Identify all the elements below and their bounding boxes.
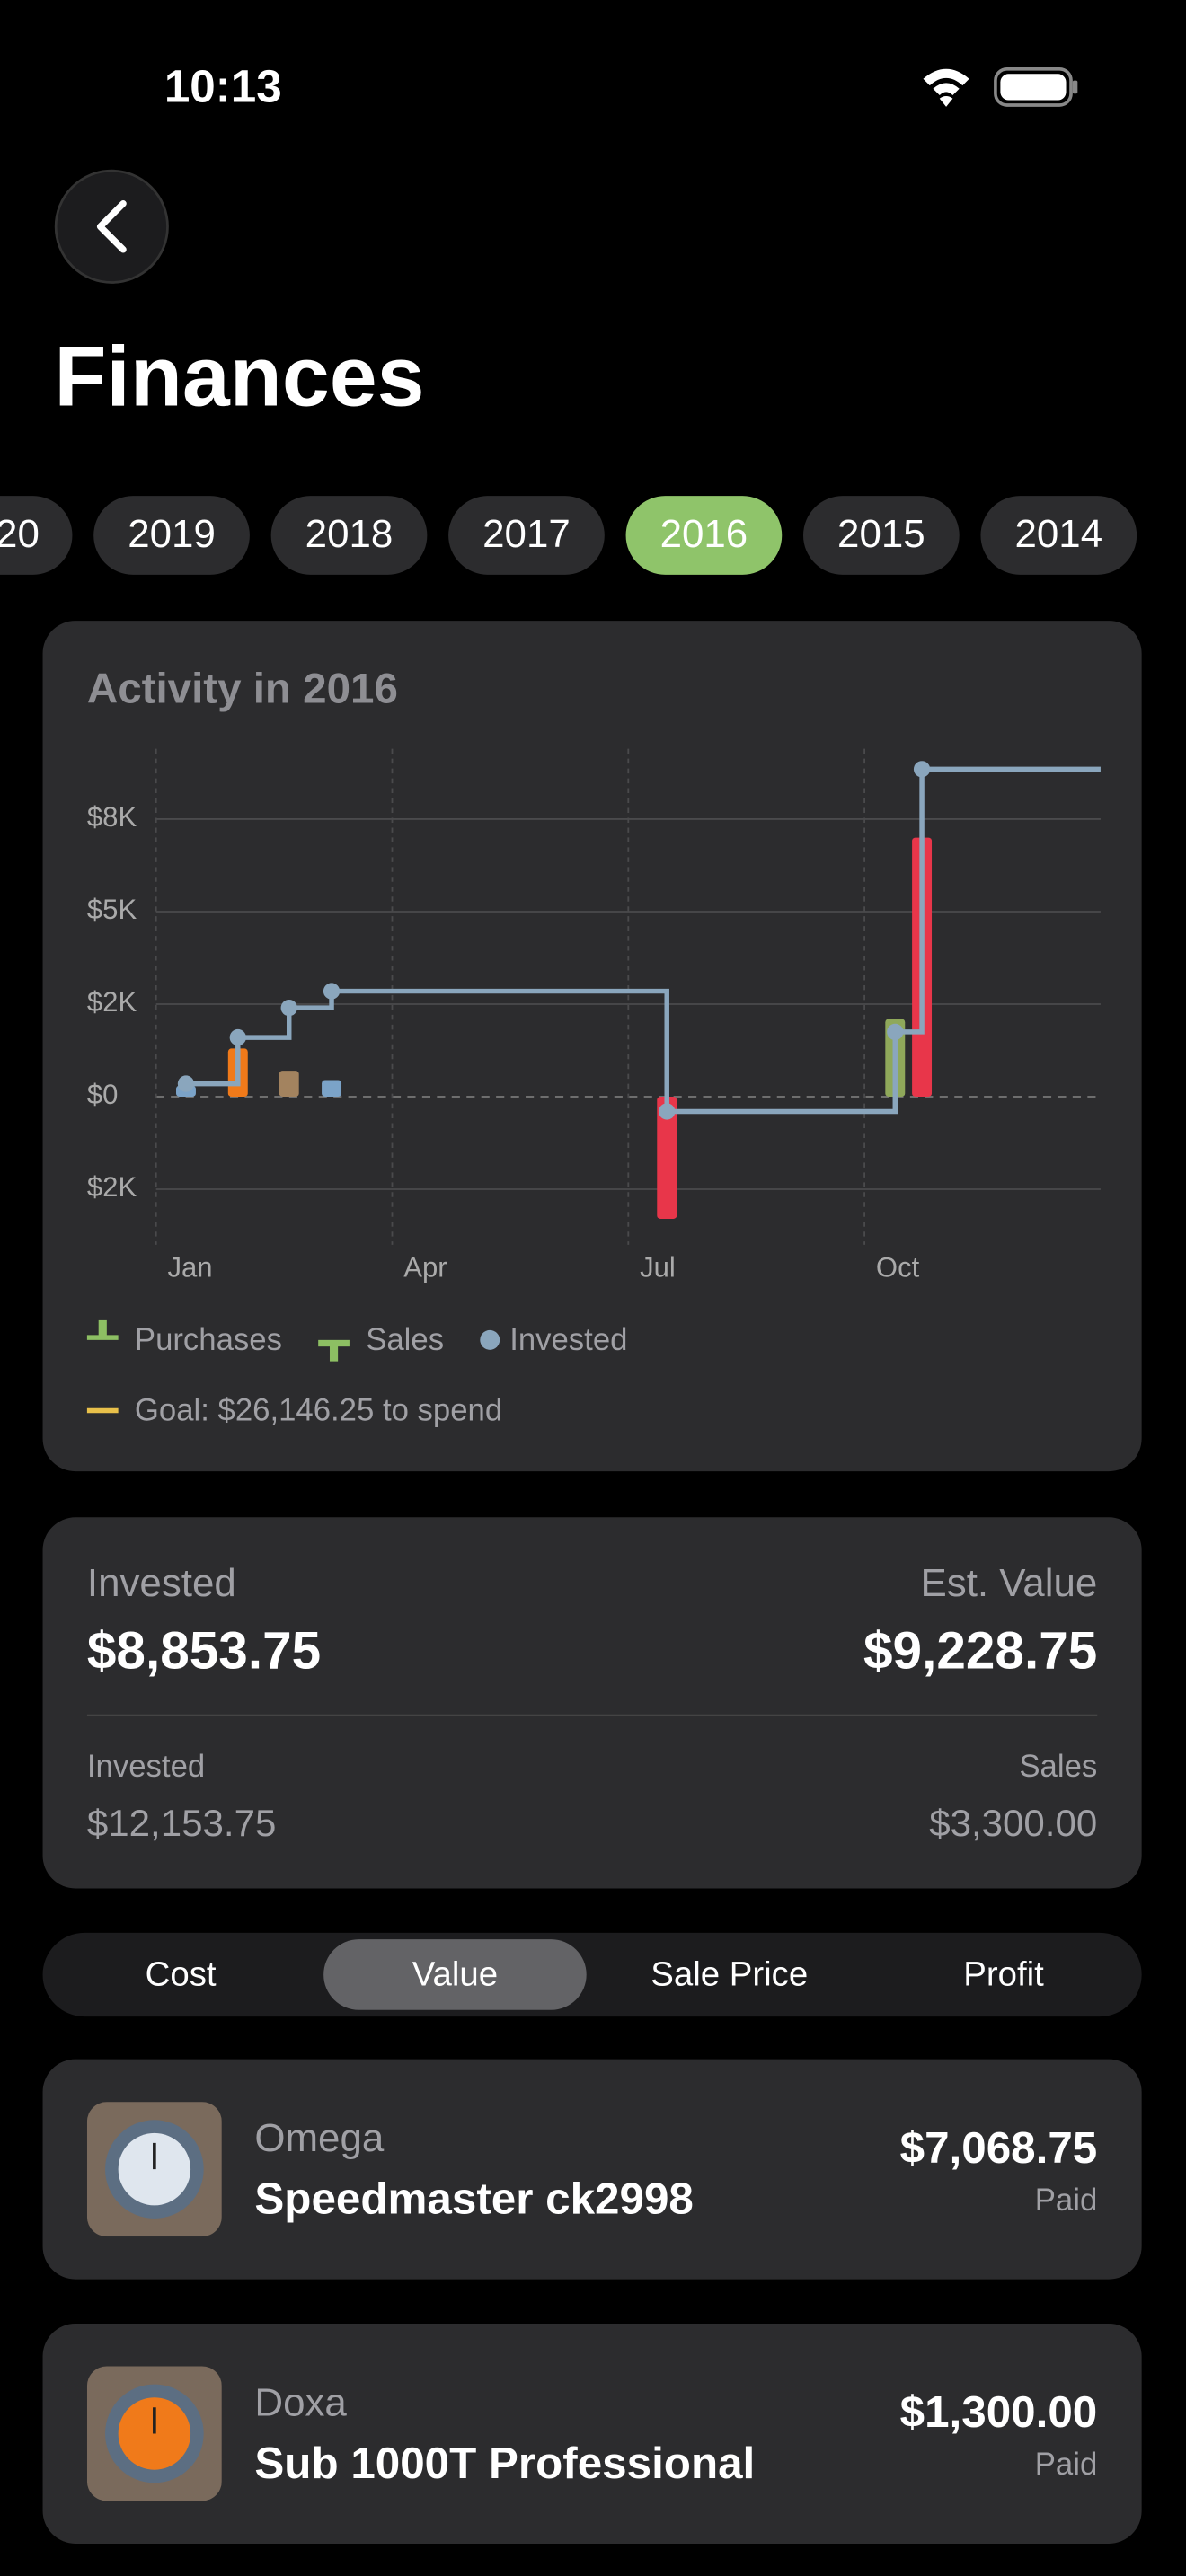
- bar: [657, 1096, 677, 1219]
- point: [323, 983, 341, 1000]
- legend-swatch: [329, 1345, 339, 1362]
- legend-label: Invested: [509, 1323, 627, 1357]
- legend-swatch: [86, 1335, 119, 1340]
- summary-label: Est. Value: [920, 1561, 1098, 1607]
- legend-label: Goal: $26,146.25 to spend: [135, 1393, 502, 1427]
- item-price: $7,068.75: [899, 2122, 1098, 2173]
- status-icons: [923, 66, 1078, 107]
- year-tab[interactable]: 2015: [803, 496, 960, 575]
- legend-item: Sales: [318, 1323, 444, 1362]
- y-tick-label: $0: [87, 1079, 119, 1110]
- item-card[interactable]: Doxa Sub 1000T Professional $1,300.00 Paid: [42, 2323, 1142, 2544]
- year-tab[interactable]: 2016: [625, 496, 783, 575]
- bar: [279, 1071, 299, 1097]
- x-tick-label: Jan: [167, 1251, 212, 1283]
- x-tick-label: Oct: [876, 1251, 920, 1283]
- summary-value: $3,300.00: [929, 1801, 1098, 1845]
- segment[interactable]: Profit: [963, 1954, 1044, 1993]
- year-tab[interactable]: 2018: [270, 496, 428, 575]
- point: [913, 761, 931, 778]
- year-tab[interactable]: 2014: [980, 496, 1137, 575]
- summary-card: Invested $8,853.75 Est. Value $9,228.75 …: [42, 1517, 1142, 1889]
- year-tab[interactable]: 20: [0, 496, 73, 575]
- chart-card: [42, 621, 1142, 1472]
- y-tick-label: $2K: [87, 986, 137, 1018]
- item-image: [86, 2102, 222, 2237]
- divider: [86, 1714, 1098, 1716]
- legend-label: Sales: [366, 1323, 444, 1357]
- item-price: $1,300.00: [899, 2387, 1098, 2438]
- y-tick-label: $2K: [87, 1171, 137, 1203]
- legend-swatch: [480, 1329, 500, 1350]
- x-tick-label: Apr: [403, 1251, 447, 1283]
- y-tick-label: $8K: [87, 801, 137, 833]
- chart: Activity in 2016 $8K $5K $2K $0 $2K Jan Apr Jul…: [86, 665, 1101, 1427]
- back-button[interactable]: [54, 169, 173, 287]
- segment[interactable]: Cost: [145, 1954, 217, 1993]
- y-tick-label: $5K: [87, 894, 137, 925]
- item-status: Paid: [1034, 2448, 1098, 2483]
- summary-label: Sales: [1019, 1750, 1098, 1786]
- summary-value: $9,228.75: [863, 1620, 1098, 1681]
- step-line: [185, 766, 1101, 1115]
- segment[interactable]: Sale Price: [651, 1954, 809, 1993]
- point: [229, 1028, 246, 1046]
- year-tabs: 20 2019 2018 2017 2016 2015 2014: [0, 496, 1137, 575]
- status-time: 10:13: [164, 60, 282, 112]
- item-model: Sub 1000T Professional: [254, 2438, 756, 2488]
- chart-title: Activity in 2016: [87, 665, 398, 712]
- point: [280, 999, 297, 1017]
- point: [887, 1023, 904, 1041]
- point: [177, 1075, 195, 1092]
- point: [659, 1103, 676, 1120]
- summary-value: $12,153.75: [86, 1801, 277, 1845]
- legend-item: Purchases: [86, 1319, 282, 1357]
- year-tab[interactable]: 2019: [93, 496, 250, 575]
- item-image: [86, 2366, 222, 2501]
- page-title: Finances: [54, 330, 425, 426]
- summary-label: Invested: [86, 1750, 206, 1786]
- item-brand: Omega: [254, 2116, 385, 2161]
- x-tick-label: Jul: [640, 1251, 676, 1283]
- item-model: Speedmaster ck2998: [254, 2174, 694, 2224]
- legend-swatch: [98, 1319, 107, 1337]
- legend-label: Purchases: [135, 1323, 282, 1357]
- legend-swatch: [318, 1339, 350, 1347]
- bar: [322, 1080, 342, 1097]
- summary-value: $8,853.75: [86, 1620, 322, 1681]
- summary-label: Invested: [86, 1561, 236, 1607]
- segment[interactable]: Value: [323, 1939, 587, 2010]
- item-brand: Doxa: [254, 2380, 347, 2426]
- segmented-control: Cost Value Sale Price Profit: [42, 1932, 1142, 2017]
- item-status: Paid: [1034, 2183, 1098, 2219]
- item-card[interactable]: Omega Speedmaster ck2998 $7,068.75 Paid: [42, 2059, 1142, 2280]
- legend-item: Invested: [480, 1323, 627, 1357]
- year-tab[interactable]: 2017: [448, 496, 605, 575]
